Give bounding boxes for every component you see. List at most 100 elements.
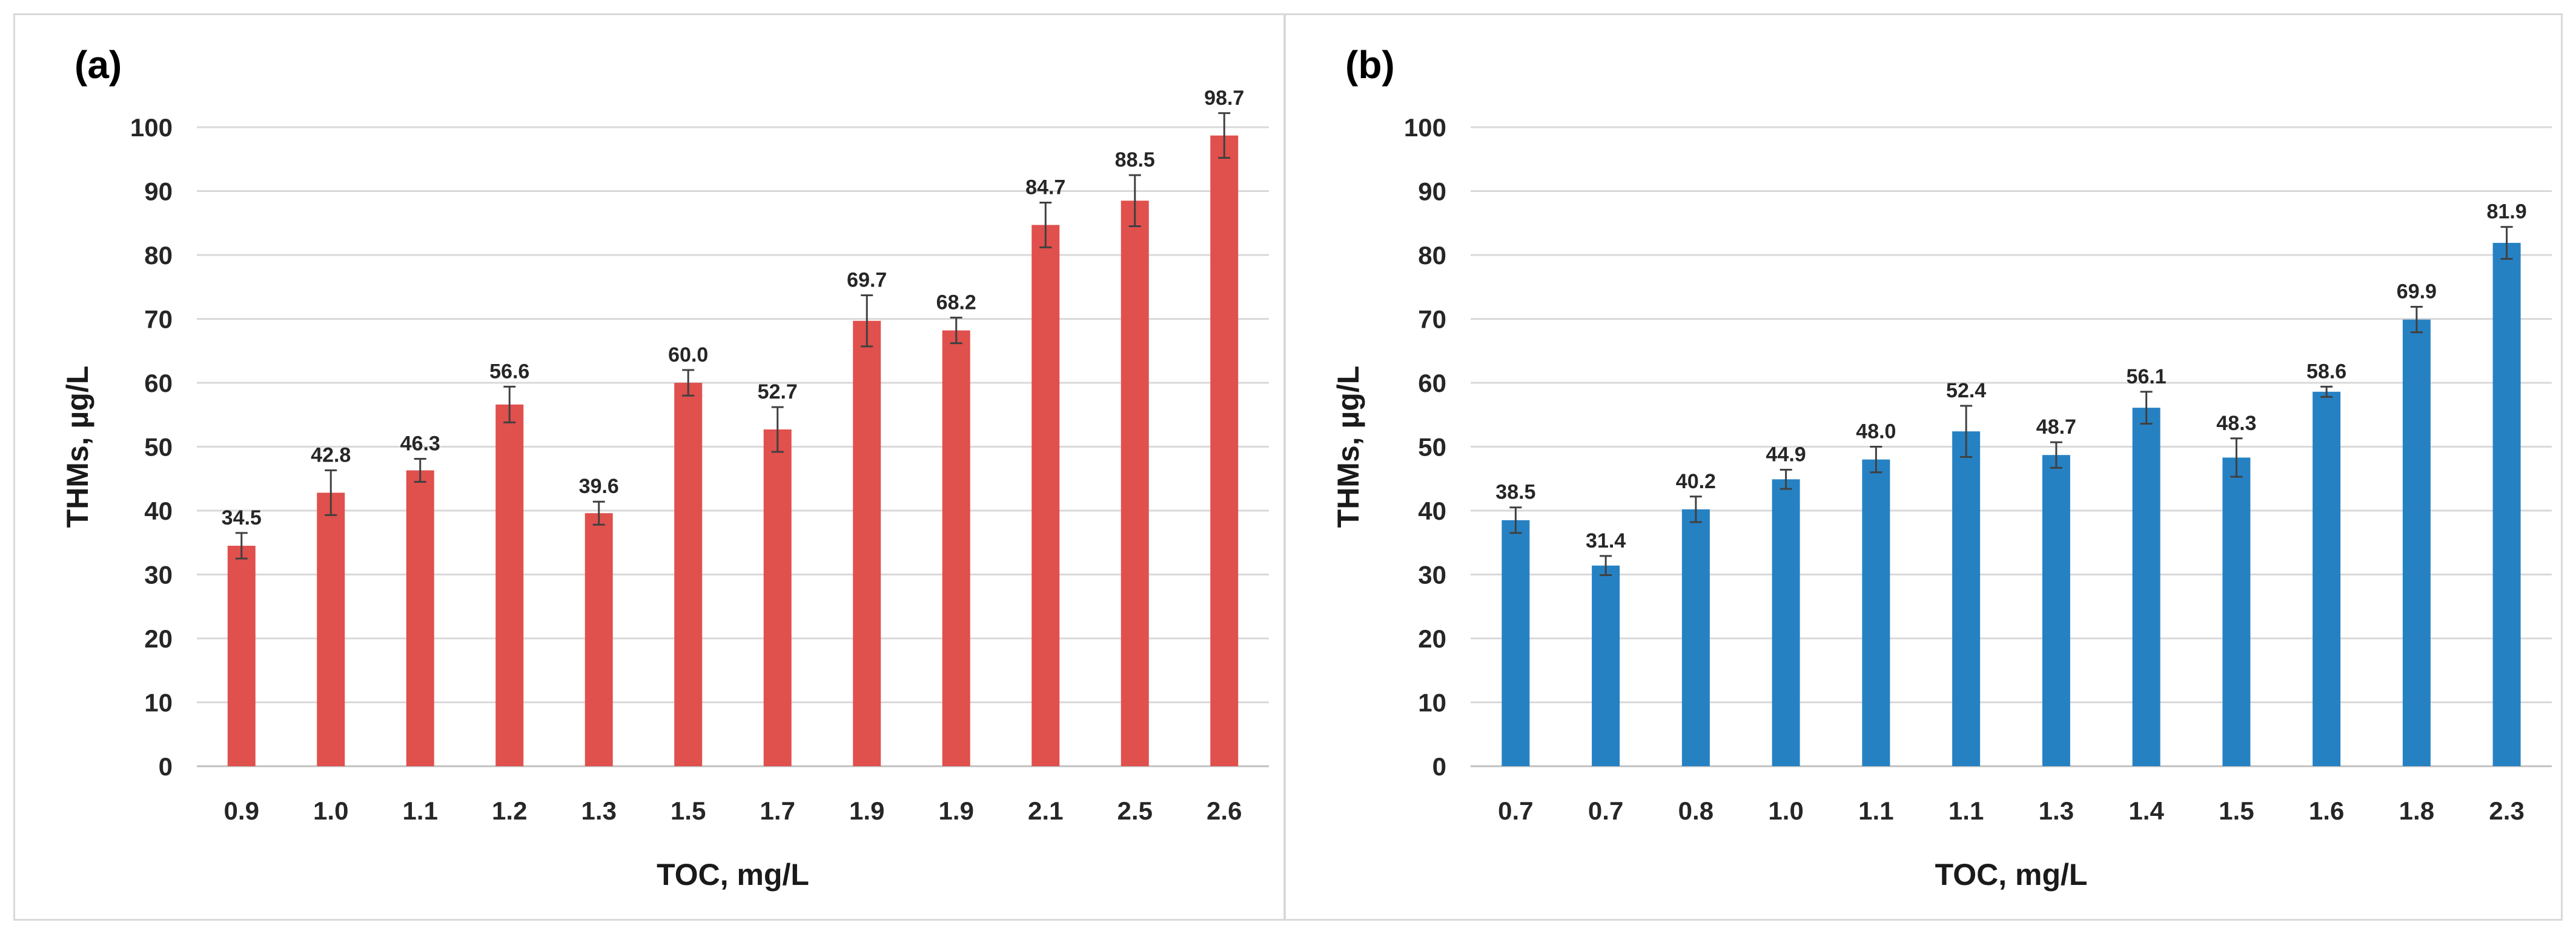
y-tick-label-b-8: 80	[1418, 241, 1446, 270]
x-tick-label-b-2: 0.8	[1678, 797, 1713, 825]
bar-b-4	[1862, 459, 1890, 766]
error-bar-a-7	[861, 294, 873, 348]
x-tick-label-a-8: 1.9	[939, 797, 974, 825]
chart-b-error-bars	[1509, 226, 2513, 577]
y-tick-label-a-0: 0	[159, 752, 173, 781]
chart-b-x-ticks: 0.7 0.7 0.8 1.0 1.1 1.1 1.3 1.4 1.5 1.6 1.8 2.3	[1498, 797, 2525, 825]
chart-b-data-labels: 38.5 31.4 40.2 44.9 48.0 52.4 48.7 56.1 48.3 58.6…	[1495, 200, 2526, 552]
error-bar-b-10	[2410, 305, 2423, 334]
error-bar-a-2	[414, 458, 426, 483]
data-label-a-6: 52.7	[758, 380, 798, 403]
data-label-a-9: 84.7	[1025, 176, 1065, 199]
chart-b-y-ticks: 0 10 20 30 40 50 60 70 80 90 100	[1404, 113, 1446, 781]
bar-a-8	[942, 330, 970, 766]
data-label-b-10: 69.9	[2397, 280, 2437, 303]
x-tick-label-a-11: 2.6	[1207, 797, 1242, 825]
data-label-b-2: 40.2	[1676, 470, 1716, 493]
bar-a-5	[674, 383, 703, 766]
y-tick-label-b-6: 60	[1418, 369, 1446, 397]
bar-b-5	[1952, 431, 1981, 766]
data-label-b-5: 52.4	[1946, 379, 1986, 402]
chart-b-svg: (b) 0 10 20 30 40 50 60 70 80 90 100 38.5 31.4 40.2 4…	[1331, 43, 2552, 892]
y-tick-label-a-6: 60	[144, 369, 173, 397]
data-label-a-0: 34.5	[222, 506, 262, 529]
chart-panel-b: (b) 0 10 20 30 40 50 60 70 80 90 100 38.5 31.4 40.2 4…	[1284, 13, 2563, 921]
x-tick-label-a-5: 1.5	[670, 797, 706, 825]
y-tick-label-a-2: 20	[144, 624, 173, 653]
error-bar-a-0	[235, 532, 248, 560]
x-tick-label-a-4: 1.3	[581, 797, 617, 825]
data-label-a-2: 46.3	[400, 432, 440, 455]
data-label-a-5: 60.0	[668, 343, 708, 366]
x-axis-title-b: TOC, mg/L	[1935, 858, 2088, 892]
data-label-b-7: 56.1	[2127, 365, 2167, 388]
bar-b-6	[2042, 455, 2070, 766]
x-tick-label-b-6: 1.3	[2039, 797, 2074, 825]
chart-a-gridlines	[197, 126, 1269, 767]
y-tick-label-a-3: 30	[144, 561, 173, 589]
bar-a-2	[406, 470, 434, 766]
chart-a-error-bars	[235, 112, 1231, 560]
error-bar-b-6	[2050, 441, 2062, 469]
y-tick-label-b-1: 10	[1418, 689, 1446, 717]
data-label-b-11: 81.9	[2487, 200, 2527, 224]
y-tick-label-b-7: 70	[1418, 305, 1446, 334]
data-label-b-3: 44.9	[1766, 443, 1806, 466]
chart-a-y-ticks: 0 10 20 30 40 50 60 70 80 90 100	[130, 113, 173, 781]
x-tick-label-b-10: 1.8	[2399, 797, 2434, 825]
error-bar-a-6	[771, 406, 784, 453]
x-tick-label-b-3: 1.0	[1768, 797, 1803, 825]
chart-a-data-labels: 34.5 42.8 46.3 56.6 39.6 60.0 52.7 69.7 68.2 84.7…	[222, 87, 1245, 529]
data-label-b-4: 48.0	[1856, 420, 1896, 443]
bar-a-6	[763, 429, 792, 766]
x-tick-label-b-1: 0.7	[1588, 797, 1623, 825]
error-bar-a-11	[1218, 112, 1231, 159]
data-label-a-3: 56.6	[489, 360, 529, 383]
bar-a-11	[1210, 135, 1239, 767]
x-tick-label-b-8: 1.5	[2219, 797, 2254, 825]
bar-b-7	[2132, 408, 2160, 766]
data-label-a-1: 42.8	[311, 444, 351, 467]
error-bar-a-5	[682, 369, 695, 397]
y-tick-label-a-9: 90	[144, 177, 173, 206]
x-tick-label-b-9: 1.6	[2309, 797, 2344, 825]
bar-b-8	[2222, 457, 2251, 766]
bar-b-1	[1592, 565, 1620, 766]
y-tick-label-b-0: 0	[1432, 752, 1446, 781]
x-tick-label-a-9: 2.1	[1028, 797, 1063, 825]
x-axis-title-a: TOC, mg/L	[657, 858, 809, 892]
data-label-b-6: 48.7	[2036, 416, 2076, 439]
x-tick-label-b-4: 1.1	[1858, 797, 1893, 825]
error-bar-b-4	[1870, 446, 1882, 474]
error-bar-a-4	[592, 500, 605, 526]
bar-a-7	[853, 320, 881, 766]
data-label-a-7: 69.7	[847, 268, 887, 291]
y-tick-label-b-5: 50	[1418, 433, 1446, 462]
bar-b-2	[1681, 509, 1710, 766]
bar-b-3	[1772, 479, 1800, 766]
y-tick-label-b-9: 90	[1418, 177, 1446, 206]
error-bar-b-0	[1509, 506, 1522, 534]
data-label-a-8: 68.2	[936, 291, 976, 314]
bar-b-0	[1502, 520, 1530, 766]
data-label-b-8: 48.3	[2216, 412, 2256, 435]
bar-b-11	[2492, 242, 2521, 767]
bar-a-10	[1121, 200, 1149, 766]
bar-a-9	[1031, 225, 1060, 766]
bar-a-1	[317, 492, 345, 766]
error-bar-b-7	[2140, 391, 2153, 425]
chart-a-bars	[227, 135, 1239, 767]
data-label-a-4: 39.6	[579, 475, 619, 498]
error-bar-b-9	[2320, 385, 2333, 398]
x-tick-label-a-0: 0.9	[224, 797, 259, 825]
data-label-b-9: 58.6	[2306, 360, 2346, 383]
error-bar-a-9	[1039, 201, 1052, 248]
error-bar-a-3	[503, 385, 516, 423]
y-tick-label-a-7: 70	[144, 305, 173, 334]
y-tick-label-b-4: 40	[1418, 497, 1446, 525]
x-tick-label-b-0: 0.7	[1498, 797, 1533, 825]
error-bar-b-1	[1600, 555, 1612, 577]
chart-b-gridlines	[1471, 126, 2552, 767]
data-label-b-0: 38.5	[1495, 481, 1535, 504]
chart-panel-a: (a) 0 10 20 30 40 50 60 70 80 90 100 34.5 42.8 46.3 5…	[13, 13, 1285, 921]
